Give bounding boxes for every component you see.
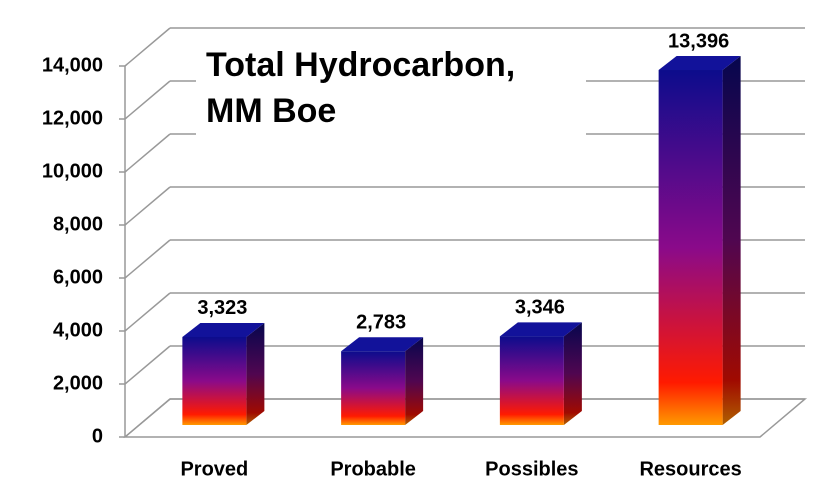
bar-top	[658, 56, 741, 71]
bar	[658, 70, 723, 426]
bar	[341, 351, 406, 425]
x-tick-label: Probable	[330, 458, 416, 480]
grid-diagonal	[124, 239, 171, 279]
bar	[499, 336, 564, 425]
x-tick-label: Resources	[639, 458, 741, 480]
bar-side	[563, 322, 582, 425]
grid-diagonal	[124, 27, 171, 67]
bar-side	[722, 56, 741, 425]
y-tick-label: 4,000	[53, 319, 103, 341]
grid-diagonal	[124, 398, 171, 438]
value-label: 2,783	[356, 312, 406, 334]
grid-diagonal	[124, 133, 171, 173]
grid-diagonal	[124, 292, 171, 332]
y-tick-label: 0	[92, 425, 103, 447]
x-tick-label: Proved	[180, 458, 248, 480]
bar-top	[499, 322, 582, 337]
bar-top	[182, 322, 265, 337]
y-tick-label: 12,000	[42, 107, 103, 129]
grid-diagonal	[124, 186, 171, 226]
y-tick-label: 6,000	[53, 266, 103, 288]
value-label: 3,346	[515, 297, 565, 319]
chart-title: Total Hydrocarbon, MM Boe	[196, 40, 586, 136]
y-tick-label: 8,000	[53, 213, 103, 235]
bar-side	[405, 337, 424, 425]
y-tick-label: 10,000	[42, 160, 103, 182]
grid-diagonal	[124, 80, 171, 120]
bar-side	[246, 322, 265, 425]
y-tick-label: 14,000	[42, 54, 103, 76]
value-label: 3,323	[197, 297, 247, 319]
bar	[182, 336, 247, 425]
grid-diagonal	[124, 345, 171, 385]
bar-top	[341, 337, 424, 352]
x-tick-label: Possibles	[485, 458, 578, 480]
y-tick-label: 2,000	[53, 372, 103, 394]
value-label: 13,396	[668, 30, 729, 52]
